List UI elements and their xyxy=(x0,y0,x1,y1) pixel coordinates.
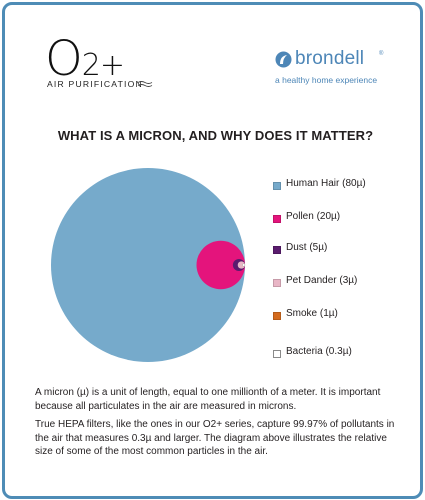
brondell-mark-icon xyxy=(275,51,292,68)
brondell-name: brondell xyxy=(295,48,365,69)
pollen-circle xyxy=(196,240,245,290)
bacteria-circle xyxy=(242,263,246,267)
air-wave-icon xyxy=(137,81,153,87)
legend-swatch xyxy=(273,246,281,254)
legend-label: Pet Dander (3µ) xyxy=(286,275,358,286)
brondell-tagline: a healthy home experience xyxy=(275,75,378,85)
legend-swatch xyxy=(273,279,281,287)
legend-label: Dust (5µ) xyxy=(286,242,328,253)
legend-swatch xyxy=(273,215,281,223)
legend-label: Pollen (20µ) xyxy=(286,211,341,222)
pet-dander-circle xyxy=(237,261,245,269)
hepa-explanation-text: True HEPA filters, like the ones in our … xyxy=(35,419,395,457)
legend-label: Human Hair (80µ) xyxy=(286,178,366,189)
o2-logo-mark: O2+ xyxy=(45,35,125,90)
legend-swatch xyxy=(273,312,281,320)
o2-logo-tagline: AIR PURIFICATION xyxy=(47,79,143,89)
o2-logo-suffix: 2+ xyxy=(81,48,125,83)
legend-swatch xyxy=(273,182,281,190)
human-hair-circle xyxy=(51,168,245,362)
legend-label: Bacteria (0.3µ) xyxy=(286,346,352,357)
headline: WHAT IS A MICRON, AND WHY DOES IT MATTER… xyxy=(57,128,374,143)
particle-size-diagram xyxy=(51,168,246,362)
legend-label: Smoke (1µ) xyxy=(286,308,338,319)
micron-definition-text: A micron (µ) is a unit of length, equal … xyxy=(35,387,381,412)
registered-mark: ® xyxy=(379,51,384,57)
legend-swatch xyxy=(273,350,281,358)
o2-logo-letter: O xyxy=(45,31,83,87)
